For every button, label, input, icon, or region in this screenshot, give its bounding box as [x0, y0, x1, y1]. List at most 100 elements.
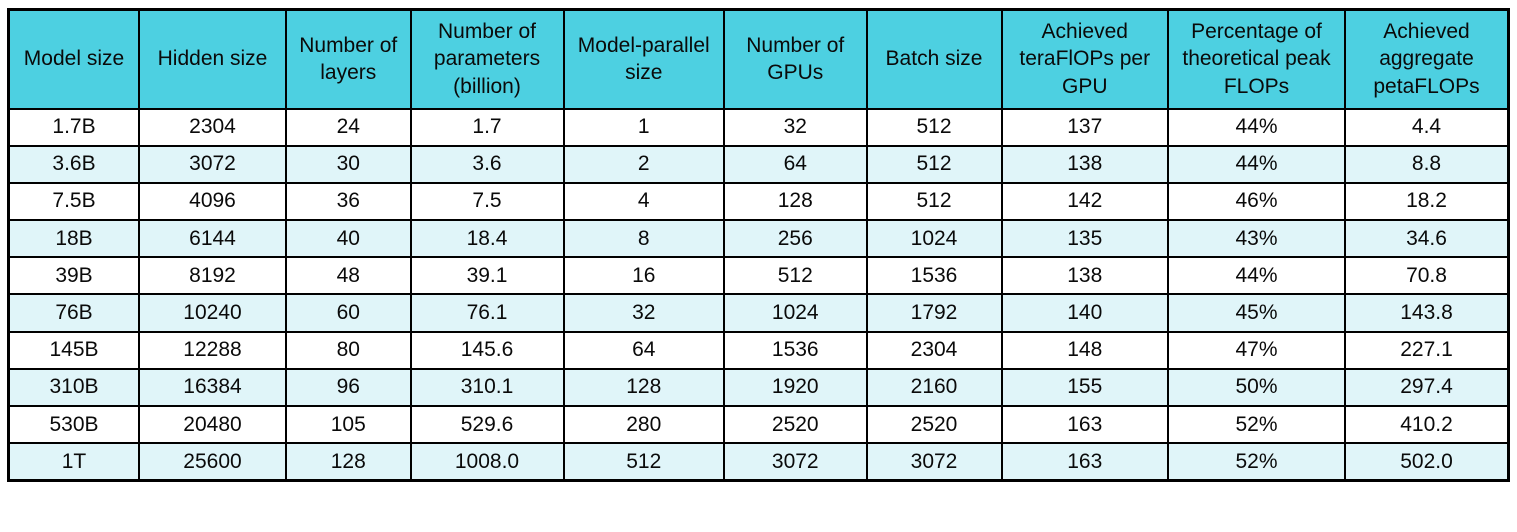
table-row-7.5b: 7.5B 4096 36 7.5 4 128 512 142 46% 18.2 [7, 181, 1510, 222]
table-cell: 18.4 [409, 219, 565, 259]
table-cell: 10240 [138, 293, 287, 333]
table-cell: 36 [285, 181, 412, 222]
table-cell: 410.2 [1344, 404, 1510, 445]
table-cell: 2160 [865, 367, 1003, 408]
table-cell: 40 [285, 219, 412, 259]
table-cell: 1.7 [409, 107, 565, 147]
table-row-76b: 76B 10240 60 76.1 32 1024 1792 140 45% 143.8 [7, 293, 1510, 333]
table-cell: 64 [562, 330, 725, 370]
table-cell: 3.6 [409, 144, 565, 184]
table-cell: 1 [562, 107, 725, 147]
table-cell: 105 [285, 404, 412, 445]
table-cell: 20480 [138, 404, 287, 445]
table-cell: 44% [1167, 107, 1346, 147]
column-header-num-gpus: Number of GPUs [723, 8, 868, 110]
table-cell: 2520 [865, 404, 1003, 445]
table-cell: 32 [723, 107, 868, 147]
table-cell: 4.4 [1344, 107, 1510, 147]
table-cell: 1536 [723, 330, 868, 370]
table-cell: 1024 [723, 293, 868, 333]
table-cell: 2 [562, 144, 725, 184]
table-cell: 280 [562, 404, 725, 445]
column-header-batch-size: Batch size [865, 8, 1003, 110]
table-cell: 18B [7, 219, 140, 259]
table-cell: 76.1 [409, 293, 565, 333]
table-cell: 530B [7, 404, 140, 445]
table-cell: 32 [562, 293, 725, 333]
table-cell: 1.7B [7, 107, 140, 147]
table-cell: 128 [285, 442, 412, 482]
table-cell: 310B [7, 367, 140, 408]
table-cell: 64 [723, 144, 868, 184]
table-cell: 1920 [723, 367, 868, 408]
table-cell: 16 [562, 256, 725, 296]
table-cell: 138 [1000, 144, 1169, 184]
table-cell: 8 [562, 219, 725, 259]
table-cell: 60 [285, 293, 412, 333]
table-row-39b: 39B 8192 48 39.1 16 512 1536 138 44% 70.8 [7, 256, 1510, 296]
table-cell: 140 [1000, 293, 1169, 333]
table-cell: 512 [865, 107, 1003, 147]
header-row: Model size Hidden size Number of layers Num… [7, 8, 1510, 110]
table-cell: 148 [1000, 330, 1169, 370]
table-row-18b: 18B 6144 40 18.4 8 256 1024 135 43% 34.6 [7, 219, 1510, 259]
table-cell: 128 [723, 181, 868, 222]
table-cell: 44% [1167, 144, 1346, 184]
column-header-hidden-size: Hidden size [138, 8, 287, 110]
table-cell: 145.6 [409, 330, 565, 370]
table-cell: 227.1 [1344, 330, 1510, 370]
model-scaling-performance-table: Model size Hidden size Number of layers Num… [7, 8, 1510, 482]
table-row-145b: 145B 12288 80 145.6 64 1536 2304 148 47% 227.1 [7, 330, 1510, 370]
table-cell: 80 [285, 330, 412, 370]
table-cell: 7.5 [409, 181, 565, 222]
table-cell: 138 [1000, 256, 1169, 296]
table-cell: 16384 [138, 367, 287, 408]
table-cell: 25600 [138, 442, 287, 482]
table-row-310b: 310B 16384 96 310.1 128 1920 2160 155 50% 297.4 [7, 367, 1510, 408]
table-cell: 70.8 [1344, 256, 1510, 296]
table-cell: 47% [1167, 330, 1346, 370]
table-row-530b: 530B 20480 105 529.6 280 2520 2520 163 52% 410.2 [7, 404, 1510, 445]
table-cell: 512 [865, 144, 1003, 184]
table-cell: 2520 [723, 404, 868, 445]
table-cell: 1792 [865, 293, 1003, 333]
table-cell: 128 [562, 367, 725, 408]
table-cell: 163 [1000, 404, 1169, 445]
table-cell: 512 [562, 442, 725, 482]
table-body: 1.7B 2304 24 1.7 1 32 512 137 44% 4.4 3.6B 3072 30 3.… [7, 107, 1510, 482]
table-header: Model size Hidden size Number of layers Num… [7, 8, 1510, 110]
table-cell: 52% [1167, 442, 1346, 482]
column-header-num-parameters-billion: Number of parameters (billion) [409, 8, 565, 110]
table-cell: 45% [1167, 293, 1346, 333]
table-cell: 502.0 [1344, 442, 1510, 482]
table-cell: 512 [723, 256, 868, 296]
table-cell: 8192 [138, 256, 287, 296]
table-cell: 4096 [138, 181, 287, 222]
table-cell: 145B [7, 330, 140, 370]
table-cell: 310.1 [409, 367, 565, 408]
table-cell: 163 [1000, 442, 1169, 482]
column-header-num-layers: Number of layers [285, 8, 412, 110]
table-row-1.7b: 1.7B 2304 24 1.7 1 32 512 137 44% 4.4 [7, 107, 1510, 147]
table-row-1t: 1T 25600 128 1008.0 512 3072 3072 163 52% 502.0 [7, 442, 1510, 482]
table-cell: 24 [285, 107, 412, 147]
table-cell: 256 [723, 219, 868, 259]
column-header-achieved-teraflops-per-gpu: Achieved teraFlOPs per GPU [1000, 8, 1169, 110]
page: Model size Hidden size Number of layers Num… [7, 8, 1510, 482]
table-cell: 3.6B [7, 144, 140, 184]
table-cell: 3072 [138, 144, 287, 184]
table-cell: 76B [7, 293, 140, 333]
table-cell: 529.6 [409, 404, 565, 445]
table-cell: 3072 [723, 442, 868, 482]
table-cell: 52% [1167, 404, 1346, 445]
table-cell: 143.8 [1344, 293, 1510, 333]
table-cell: 4 [562, 181, 725, 222]
column-header-achieved-aggregate-petaflops: Achieved aggregate petaFLOPs [1344, 8, 1510, 110]
table-cell: 7.5B [7, 181, 140, 222]
table-cell: 48 [285, 256, 412, 296]
column-header-model-size: Model size [7, 8, 140, 110]
table-cell: 12288 [138, 330, 287, 370]
table-cell: 135 [1000, 219, 1169, 259]
table-cell: 155 [1000, 367, 1169, 408]
table-cell: 43% [1167, 219, 1346, 259]
